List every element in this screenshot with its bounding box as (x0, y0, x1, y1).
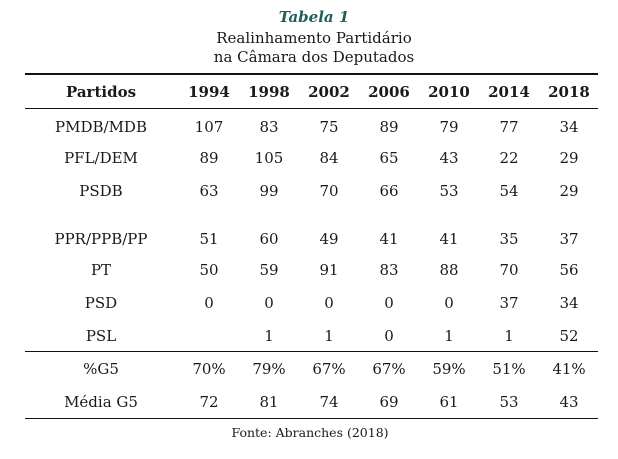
seat-count: 1 (264, 327, 274, 345)
summary-row: Média G5 72 81 74 69 61 53 43 (25, 391, 598, 413)
seat-count: 50 (199, 261, 219, 279)
seat-count: 91 (319, 261, 339, 279)
table-row: PPR/PPB/PP 51 60 49 41 41 35 37 (25, 228, 598, 250)
seat-count: 37 (559, 230, 579, 248)
summary-value: 51% (492, 360, 526, 378)
seat-count: 105 (254, 149, 284, 167)
party-name: PMDB/MDB (55, 118, 147, 136)
seat-count: 0 (324, 294, 334, 312)
table-label: Tabela 1 (278, 8, 350, 26)
header-year: 1994 (188, 83, 230, 101)
seat-count: 60 (259, 230, 279, 248)
summary-value: 79% (252, 360, 286, 378)
seat-count: 0 (264, 294, 274, 312)
seat-count: 41 (379, 230, 399, 248)
seat-count: 52 (559, 327, 579, 345)
seat-count: 59 (259, 261, 279, 279)
seat-count: 54 (499, 182, 519, 200)
header-party: Partidos (65, 83, 137, 101)
seat-count: 107 (194, 118, 224, 136)
table-title: Realinhamento Partidário na Câmara dos D… (0, 29, 618, 67)
summary-value: 72 (199, 393, 219, 411)
seat-count: 0 (204, 294, 214, 312)
seat-count: 89 (199, 149, 219, 167)
seat-count: 70 (319, 182, 339, 200)
table-row: PMDB/MDB 107 83 75 89 79 77 34 (25, 116, 598, 138)
seat-count: 29 (559, 182, 579, 200)
seat-count: 70 (499, 261, 519, 279)
party-name: PT (90, 261, 112, 279)
header-year: 1998 (248, 83, 290, 101)
seat-count: 75 (319, 118, 339, 136)
seat-count: 79 (439, 118, 459, 136)
seat-count: 0 (444, 294, 454, 312)
seat-count: 35 (499, 230, 519, 248)
seat-count: 83 (379, 261, 399, 279)
summary-value: 67% (372, 360, 406, 378)
table-row: PSDB 63 99 70 66 53 54 29 (25, 180, 598, 202)
party-name: PSD (84, 294, 118, 312)
header-year: 2010 (428, 83, 470, 101)
summary-value: 67% (312, 360, 346, 378)
seat-count: 0 (384, 327, 394, 345)
table-row: PSL 1 1 0 1 1 52 (25, 325, 598, 347)
summary-value: 81 (259, 393, 279, 411)
header-year: 2006 (368, 83, 410, 101)
seat-count: 34 (559, 294, 579, 312)
seat-count: 41 (439, 230, 459, 248)
table-bottom-rule (25, 418, 598, 419)
party-name: PPR/PPB/PP (54, 230, 148, 248)
party-name: PSL (85, 327, 117, 345)
summary-label: Média G5 (64, 393, 138, 411)
table-header-row: Partidos 1994 1998 2002 2006 2010 2014 2… (25, 81, 598, 103)
seat-count: 51 (199, 230, 219, 248)
summary-value: 41% (552, 360, 586, 378)
header-year: 2018 (548, 83, 590, 101)
table-title-line-1: Realinhamento Partidário (216, 29, 412, 47)
seat-count: 29 (559, 149, 579, 167)
seat-count: 22 (499, 149, 519, 167)
party-name: PSDB (79, 182, 123, 200)
party-name: PFL/DEM (64, 149, 138, 167)
table-row: PFL/DEM 89 105 84 65 43 22 29 (25, 147, 598, 169)
seat-count: 1 (324, 327, 334, 345)
seat-count: 89 (379, 118, 399, 136)
table-header-rule (25, 108, 598, 109)
seat-count: 1 (444, 327, 454, 345)
table-summary-rule (25, 351, 598, 352)
seat-count: 99 (259, 182, 279, 200)
table-title-line-2: na Câmara dos Deputados (213, 48, 415, 66)
header-year: 2002 (308, 83, 350, 101)
seat-count: 43 (439, 149, 459, 167)
table-source: Fonte: Abranches (2018) (231, 425, 389, 440)
seat-count: 56 (559, 261, 579, 279)
summary-row: %G5 70% 79% 67% 67% 59% 51% 41% (25, 358, 598, 380)
seat-count: 49 (319, 230, 339, 248)
seat-count: 66 (379, 182, 399, 200)
seat-count: 53 (439, 182, 459, 200)
seat-count: 84 (319, 149, 339, 167)
table-row: PSD 0 0 0 0 0 37 34 (25, 292, 598, 314)
summary-label: %G5 (83, 360, 119, 378)
seat-count: 88 (439, 261, 459, 279)
seat-count: 83 (259, 118, 279, 136)
summary-value: 74 (319, 393, 339, 411)
seat-count: 63 (199, 182, 219, 200)
summary-value: 43 (559, 393, 579, 411)
summary-value: 59% (432, 360, 466, 378)
seat-count: 77 (499, 118, 519, 136)
seat-count: 65 (379, 149, 399, 167)
seat-count: 37 (499, 294, 519, 312)
seat-count: 0 (384, 294, 394, 312)
summary-value: 70% (192, 360, 226, 378)
summary-value: 69 (379, 393, 399, 411)
seat-count: 1 (504, 327, 514, 345)
table-top-rule (25, 73, 598, 75)
table-row: PT 50 59 91 83 88 70 56 (25, 259, 598, 281)
summary-value: 53 (499, 393, 519, 411)
header-year: 2014 (488, 83, 530, 101)
summary-value: 61 (439, 393, 459, 411)
seat-count: 34 (559, 118, 579, 136)
